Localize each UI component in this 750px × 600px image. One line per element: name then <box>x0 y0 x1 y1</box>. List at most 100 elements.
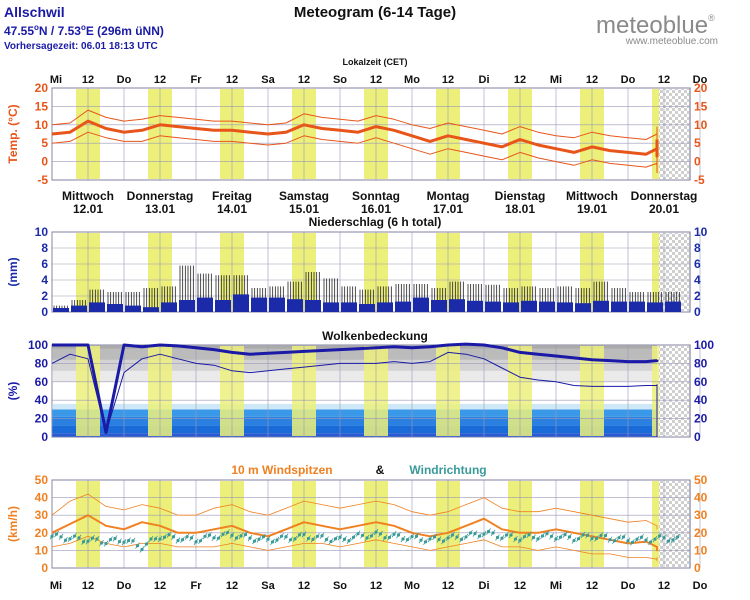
y-tick-left: 0 <box>41 430 48 444</box>
wind-direction-tick <box>180 536 185 543</box>
wind-direction-tick <box>634 536 640 543</box>
gust-min-line <box>51 535 658 562</box>
forecast-time: Vorhersagezeit: 06.01 18:13 UTC <box>4 41 158 52</box>
wind-direction-tick <box>211 534 217 542</box>
wind-direction-tick <box>283 533 289 540</box>
y-tick-right: 10 <box>694 543 708 557</box>
wind-direction-tick <box>58 533 64 541</box>
precip-bar <box>377 302 393 312</box>
time-label-top: Do <box>117 74 132 86</box>
precip-bar <box>503 302 519 312</box>
gust-line <box>51 514 658 552</box>
y-tick-right: 30 <box>694 508 708 522</box>
wind-direction-tick <box>342 536 347 543</box>
wind-direction-tick <box>324 536 329 543</box>
cloud-lower-line <box>51 351 658 437</box>
wind-direction-tick <box>481 530 487 538</box>
y-axis-label: (%) <box>6 382 20 401</box>
temp-max-line <box>51 109 658 140</box>
y-tick-left: 50 <box>35 473 49 487</box>
wind-direction-tick <box>612 537 617 544</box>
wind-direction-tick <box>499 534 505 542</box>
time-label-top: 12 <box>370 74 382 86</box>
precip-bar <box>395 301 411 312</box>
temp-line <box>51 119 659 158</box>
wind-direction-tick <box>364 534 370 542</box>
gust-max-line <box>51 493 658 530</box>
precip-bar <box>539 301 555 312</box>
wind-direction-tick <box>643 536 649 544</box>
brand-url: www.meteoblue.com <box>625 36 718 47</box>
day-date: 14.01 <box>217 202 247 216</box>
y-tick-left: 20 <box>35 526 49 540</box>
wind-direction-tick <box>148 535 154 543</box>
wind-direction-tick <box>135 542 140 549</box>
wind-direction-tick <box>162 534 167 541</box>
wind-direction-tick <box>117 538 122 545</box>
wind-direction-tick <box>531 534 536 541</box>
y-tick-left: 0 <box>41 561 48 575</box>
wind-direction-tick <box>315 533 320 540</box>
day-date: 16.01 <box>361 202 391 216</box>
wind-direction-tick <box>328 538 334 545</box>
wind-direction-tick <box>616 534 622 541</box>
wind-direction-tick <box>67 535 73 543</box>
y-tick-right: 5 <box>694 136 701 150</box>
day-weekday: Dienstag <box>495 189 546 203</box>
y-axis-label: Temp. (°C) <box>6 104 20 163</box>
wind-direction-tick <box>391 531 397 538</box>
wind-direction-tick <box>657 532 662 540</box>
day-weekday: Montag <box>427 189 470 203</box>
wind-direction-tick <box>661 534 667 541</box>
wind-direction-tick <box>247 534 253 542</box>
y-tick-right: 0 <box>694 155 701 169</box>
precip-bar <box>71 305 87 312</box>
wind-direction-tick <box>544 530 550 537</box>
wind-direction-tick <box>621 533 626 541</box>
time-label-top: 12 <box>658 74 670 86</box>
wind-direction-tick <box>198 537 203 545</box>
y-tick-left: 30 <box>35 508 49 522</box>
day-weekday: Freitag <box>212 189 252 203</box>
wind-direction-tick <box>468 529 473 537</box>
time-label-bottom: 12 <box>226 580 238 592</box>
wind-direction-tick <box>670 536 676 544</box>
wind-direction-tick <box>396 531 401 539</box>
coord-lon: N / 7.53 <box>39 24 81 38</box>
wind-direction-tick <box>567 533 572 541</box>
nodata-region <box>659 89 689 179</box>
wind-direction-tick <box>450 531 455 539</box>
precip-bar <box>251 297 267 312</box>
y-tick-left: 100 <box>28 338 48 352</box>
time-label-top: Sa <box>261 74 275 86</box>
wind-direction-tick <box>540 532 545 540</box>
day-date: 15.01 <box>289 202 319 216</box>
legend-wind-direction: Windrichtung <box>409 463 486 477</box>
nodata-region <box>659 481 689 567</box>
wind-direction-tick <box>675 533 680 541</box>
precip-bar <box>611 301 627 312</box>
wind-direction-tick <box>49 533 55 540</box>
wind-direction-tick <box>225 529 230 536</box>
cloud-layer-high <box>52 345 657 349</box>
time-label-top: 12 <box>586 74 598 86</box>
wind-direction-tick <box>175 537 181 544</box>
time-label-bottom: Sa <box>261 580 275 592</box>
day-weekday: Donnerstag <box>631 189 698 203</box>
wind-direction-tick <box>216 534 221 542</box>
wind-direction-tick <box>508 531 514 539</box>
precip-bar <box>143 307 159 312</box>
day-date: 13.01 <box>145 202 175 216</box>
time-label-bottom: 12 <box>658 580 670 592</box>
y-tick-right: 10 <box>694 118 708 132</box>
y-tick-left: 6 <box>41 257 48 271</box>
nodata-region <box>659 346 689 436</box>
wind-direction-tick <box>504 531 509 539</box>
wind-direction-tick <box>355 530 361 537</box>
wind-direction-tick <box>130 537 136 545</box>
y-tick-left: 40 <box>35 491 49 505</box>
time-label-bottom: 12 <box>154 580 166 592</box>
wind-direction-tick <box>85 538 91 545</box>
precip-bar <box>125 305 141 312</box>
panel-title-cloud: Wolkenbedeckung <box>322 329 428 343</box>
